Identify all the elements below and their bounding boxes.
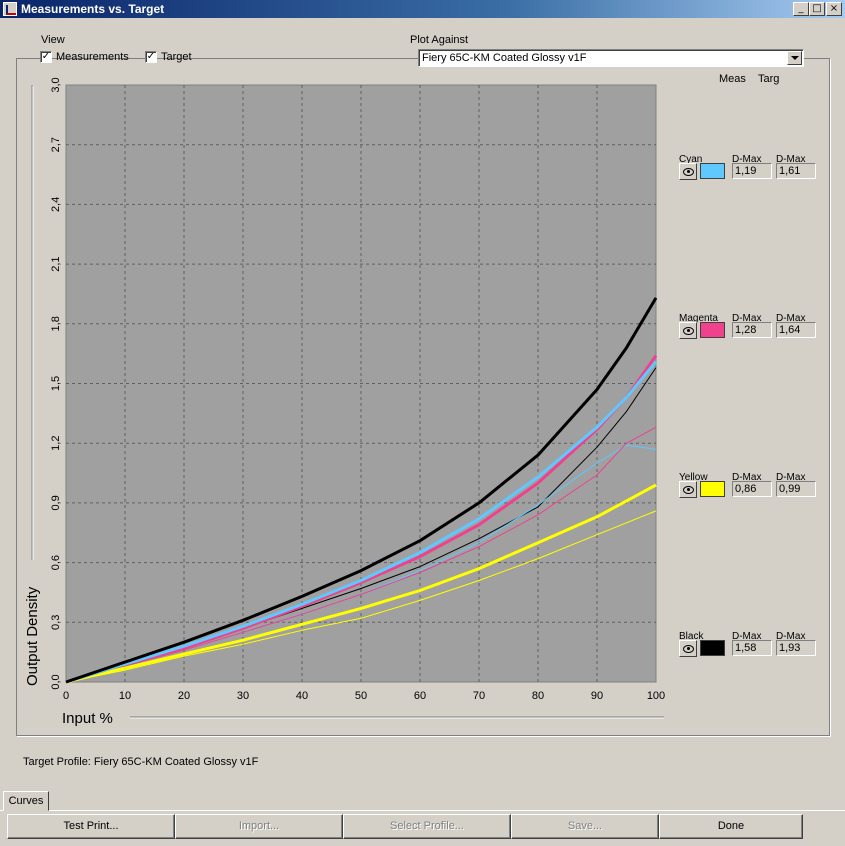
y-tick-label: 0,3 (50, 615, 62, 630)
y-tick-label: 2,4 (50, 197, 62, 212)
target-profile-text: Target Profile: Fiery 65C-KM Coated Glos… (23, 756, 259, 768)
magenta-targ-dmax-label: D-Max (776, 313, 806, 324)
yellow-targ-dmax: 0,99 (776, 481, 816, 497)
black-targ-dmax: 1,93 (776, 640, 816, 656)
x-tick-label: 60 (414, 690, 426, 702)
yellow-targ-dmax-label: D-Max (776, 472, 806, 483)
y-tick-label: 3,0 (50, 77, 62, 92)
x-tick-labels: 0 10 20 30 40 50 60 70 80 90 100 (63, 690, 665, 702)
x-tick-label: 100 (647, 690, 665, 702)
cyan-target-line (65, 360, 658, 684)
y-tick-label: 1,8 (50, 316, 62, 331)
select-profile-button[interactable]: Select Profile... (343, 814, 511, 839)
plot-against-label: Plot Against (410, 34, 469, 46)
yellow-label: Yellow (679, 472, 708, 483)
save-button[interactable]: Save... (511, 814, 659, 839)
yellow-meas-dmax-label: D-Max (732, 472, 762, 483)
magenta-measured-line (65, 426, 657, 683)
import-button[interactable]: Import... (175, 814, 343, 839)
x-tick-label: 90 (591, 690, 603, 702)
maximize-button[interactable]: □ (809, 2, 825, 16)
done-button[interactable]: Done (659, 814, 803, 839)
black-meas-dmax: 1,58 (732, 640, 772, 656)
y-tick-label: 2,1 (50, 256, 62, 271)
y-tick-label: 1,5 (50, 376, 62, 391)
y-tick-labels: 0,0 0,3 0,6 0,9 1,2 1,5 1,8 2,1 2,4 2,7 3,0 (50, 77, 62, 689)
plot-against-select[interactable]: Fiery 65C-KM Coated Glossy v1F (418, 49, 804, 67)
x-tick-label: 70 (473, 690, 485, 702)
plot-against-value: Fiery 65C-KM Coated Glossy v1F (422, 52, 587, 64)
cyan-meas-dmax: 1,19 (732, 163, 772, 179)
meas-column-header: Meas (719, 73, 746, 85)
series-lines (65, 297, 658, 684)
y-tick-label: 2,7 (50, 137, 62, 152)
black-label: Black (679, 631, 704, 642)
x-tick-label: 20 (178, 690, 190, 702)
target-label: Target (161, 51, 192, 63)
magenta-meas-dmax-label: D-Max (732, 313, 762, 324)
target-check-box[interactable]: ✓ (145, 51, 157, 63)
y-tick-label: 0,6 (50, 555, 62, 570)
x-tick-label: 30 (237, 690, 249, 702)
measurements-checkbox[interactable]: ✓ Measurements (40, 51, 129, 63)
yellow-target-line (65, 483, 657, 684)
yellow-meas-dmax: 0,86 (732, 481, 772, 497)
eye-icon[interactable] (679, 322, 697, 339)
cyan-targ-dmax: 1,61 (776, 163, 816, 179)
cyan-label: Cyan (679, 154, 703, 165)
eye-icon[interactable] (679, 640, 697, 657)
magenta-color-swatch[interactable] (700, 322, 725, 338)
x-tick-label: 0 (63, 690, 69, 702)
cyan-targ-dmax-label: D-Max (776, 154, 806, 165)
black-meas-dmax-label: D-Max (732, 631, 762, 642)
measurements-label: Measurements (56, 51, 129, 63)
x-axis-title: Input % (62, 710, 113, 727)
minimize-button[interactable]: _ (793, 2, 809, 16)
magenta-targ-dmax: 1,64 (776, 322, 816, 338)
targ-column-header: Targ (758, 73, 780, 85)
grid-lines (66, 85, 656, 682)
x-tick-label: 80 (532, 690, 544, 702)
magenta-label: Magenta (679, 313, 718, 324)
window-title: Measurements vs. Target (21, 2, 165, 16)
test-print-button[interactable]: Test Print... (7, 814, 175, 839)
view-label: View (41, 34, 65, 46)
black-targ-dmax-label: D-Max (776, 631, 806, 642)
black-target-line (65, 297, 658, 684)
close-button[interactable]: × (826, 2, 842, 16)
y-tick-label: 0,9 (50, 495, 62, 510)
title-bar: Measurements vs. Target _ □ × (0, 0, 845, 18)
target-checkbox[interactable]: ✓ Target (145, 51, 192, 63)
eye-icon[interactable] (679, 481, 697, 498)
eye-icon[interactable] (679, 163, 697, 180)
x-tick-label: 10 (119, 690, 131, 702)
cyan-meas-dmax-label: D-Max (732, 154, 762, 165)
yellow-measured-line (65, 510, 657, 683)
app-icon (3, 2, 17, 16)
y-axis-title: Output Density (24, 586, 41, 686)
y-tick-label: 0,0 (50, 674, 62, 689)
y-tick-label: 1,2 (50, 436, 62, 451)
x-tick-label: 50 (355, 690, 367, 702)
chevron-down-icon[interactable] (787, 51, 802, 65)
yellow-color-swatch[interactable] (700, 481, 725, 497)
measurements-check-box[interactable]: ✓ (40, 51, 52, 63)
magenta-meas-dmax: 1,28 (732, 322, 772, 338)
cyan-color-swatch[interactable] (700, 163, 725, 179)
black-color-swatch[interactable] (700, 640, 725, 656)
x-tick-label: 40 (296, 690, 308, 702)
tab-divider (0, 810, 845, 811)
tab-curves[interactable]: Curves (3, 791, 49, 811)
